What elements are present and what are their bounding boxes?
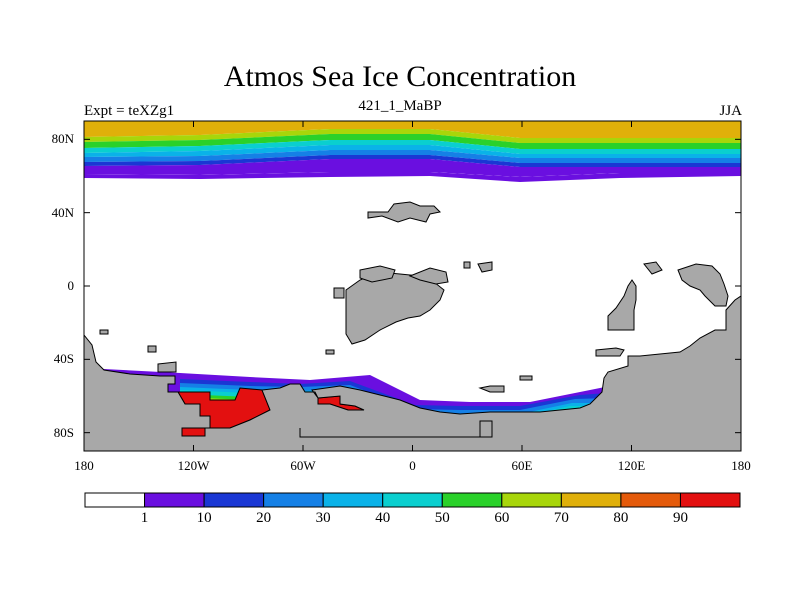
arctic-sea-ice — [84, 121, 741, 182]
lat-tick-label: 0 — [67, 278, 75, 293]
small-island-2 — [477, 261, 493, 273]
pacific-islands-4 — [677, 263, 729, 307]
colorbar-label: 50 — [434, 510, 450, 526]
lon-tick-label: 0 — [409, 458, 416, 473]
colorbar-label: 40 — [375, 510, 391, 526]
lat-tick-label: 80N — [51, 131, 74, 147]
small-island-5 — [519, 375, 533, 381]
small-island-6 — [478, 385, 505, 393]
colorbar-swatch — [620, 492, 681, 508]
lon-tick-label: 120E — [617, 458, 646, 473]
west-africa-bulge — [359, 265, 396, 283]
colorbar-swatch — [322, 492, 384, 508]
asia-fragment — [607, 279, 637, 331]
colorbar-label: 70 — [553, 510, 569, 526]
lon-tick-label: 60E — [511, 458, 533, 473]
colorbar-swatch — [84, 492, 146, 508]
colorbar — [84, 492, 741, 508]
colorbar-swatch — [144, 492, 205, 508]
lat-tick-label: 40S — [53, 351, 74, 367]
colorbar-label: 90 — [672, 510, 688, 526]
colorbar-swatch — [679, 492, 741, 508]
season-label: JJA — [719, 103, 742, 119]
colorbar-swatch — [382, 492, 443, 508]
run-label: 421_1_MaBP — [358, 98, 442, 114]
colorbar-label: 1 — [140, 510, 149, 526]
arabia-land — [408, 267, 449, 285]
pacific-islands-1 — [99, 329, 109, 335]
lon-tick-label: 180 — [74, 458, 94, 473]
axis-tick-marks — [83, 121, 742, 451]
lon-tick-label: 120W — [177, 458, 210, 473]
plot-title: Atmos Sea Ice Concentration — [223, 60, 577, 93]
land-masses — [84, 201, 741, 451]
small-island-7 — [595, 347, 625, 357]
colorbar-swatch — [501, 492, 562, 508]
pacific-islands-3 — [157, 361, 177, 373]
colorbar-label: 30 — [315, 510, 331, 526]
europe-land — [367, 201, 442, 223]
colorbar-swatch — [560, 492, 622, 508]
small-island-3 — [333, 287, 345, 299]
colorbar-label: 80 — [613, 510, 629, 526]
colorbar-label: 60 — [494, 510, 510, 526]
colorbar-label: 10 — [196, 510, 212, 526]
colorbar-swatch — [263, 492, 324, 508]
lon-tick-label: 180 — [731, 458, 751, 473]
lat-tick-label: 80S — [53, 424, 74, 440]
colorbar-swatch — [441, 492, 503, 508]
small-island-8 — [643, 261, 663, 275]
ice-shelf-cover — [299, 420, 493, 438]
colorbar-label: 20 — [256, 510, 272, 526]
lon-tick-label: 60W — [290, 458, 316, 473]
small-island-4 — [325, 349, 335, 355]
antarctica-land — [84, 295, 741, 451]
experiment-label: Expt = teXZg1 — [84, 103, 175, 119]
map-area — [84, 121, 741, 451]
lat-tick-label: 40N — [51, 204, 74, 220]
colorbar-swatch — [203, 492, 265, 508]
pacific-islands-2 — [147, 345, 157, 353]
small-island-1 — [463, 261, 471, 269]
